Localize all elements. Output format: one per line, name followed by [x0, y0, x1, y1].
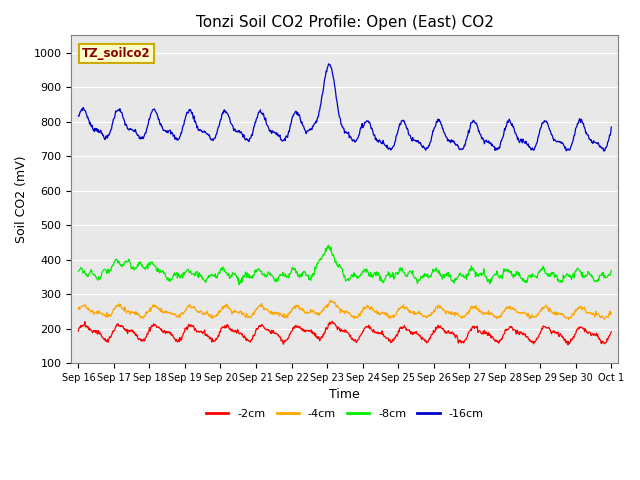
-16cm	[535, 132, 543, 137]
-4cm	[213, 312, 221, 317]
-4cm	[454, 312, 462, 318]
-8cm	[132, 265, 140, 271]
Line: -2cm: -2cm	[78, 321, 611, 345]
X-axis label: Time: Time	[330, 388, 360, 401]
-4cm	[132, 312, 140, 317]
Legend: -2cm, -4cm, -8cm, -16cm: -2cm, -4cm, -8cm, -16cm	[202, 404, 488, 423]
Line: -4cm: -4cm	[78, 300, 611, 319]
Line: -8cm: -8cm	[78, 245, 611, 285]
-8cm	[477, 270, 484, 276]
-2cm	[476, 329, 484, 335]
-2cm	[454, 340, 462, 346]
-16cm	[476, 131, 484, 137]
-2cm	[74, 328, 82, 334]
-2cm	[535, 332, 543, 338]
-8cm	[324, 242, 332, 248]
Y-axis label: Soil CO2 (mV): Soil CO2 (mV)	[15, 156, 28, 243]
-16cm	[132, 131, 140, 136]
-8cm	[455, 273, 463, 278]
Text: TZ_soilco2: TZ_soilco2	[82, 47, 151, 60]
-4cm	[535, 310, 543, 315]
Line: -16cm: -16cm	[78, 64, 611, 151]
-2cm	[302, 328, 310, 334]
-4cm	[302, 310, 310, 315]
-16cm	[454, 143, 462, 149]
-4cm	[564, 316, 572, 322]
-16cm	[302, 131, 310, 137]
-8cm	[74, 268, 82, 274]
-8cm	[303, 273, 310, 278]
-8cm	[536, 269, 543, 275]
-4cm	[476, 308, 484, 314]
-16cm	[213, 129, 221, 135]
-4cm	[607, 310, 615, 315]
-2cm	[213, 336, 221, 342]
Title: Tonzi Soil CO2 Profile: Open (East) CO2: Tonzi Soil CO2 Profile: Open (East) CO2	[196, 15, 494, 30]
-16cm	[607, 124, 615, 130]
-8cm	[607, 267, 615, 273]
-8cm	[213, 275, 221, 281]
-2cm	[132, 333, 140, 339]
-8cm	[235, 282, 243, 288]
-2cm	[564, 342, 572, 348]
-4cm	[74, 306, 82, 312]
-16cm	[74, 113, 82, 119]
-16cm	[324, 61, 332, 67]
-16cm	[601, 148, 609, 154]
-4cm	[327, 297, 335, 303]
-2cm	[328, 318, 336, 324]
-2cm	[607, 329, 615, 335]
